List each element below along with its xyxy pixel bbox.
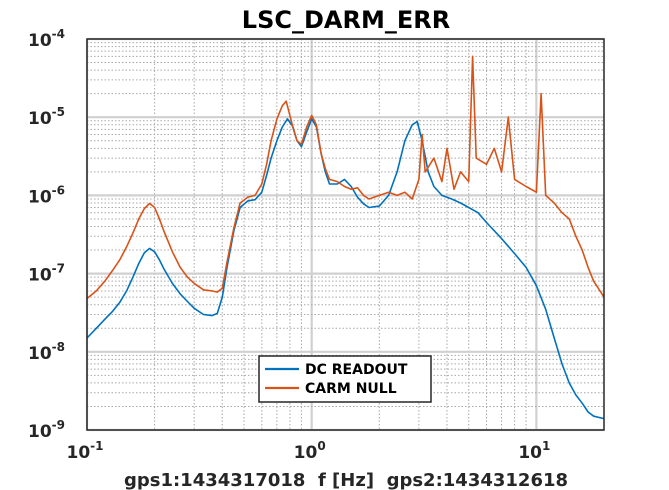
- legend-entry-label: CARM NULL: [305, 381, 397, 397]
- y-tick-label: 10-4: [28, 27, 65, 51]
- x-axis-label: gps1:1434317018 f [Hz] gps2:1434312618: [124, 470, 568, 490]
- y-tick-label: 10-6: [28, 183, 65, 207]
- x-tick-label: 10-1: [66, 439, 103, 463]
- series-line-carm-null: [86, 55, 605, 300]
- legend-box: [258, 355, 432, 403]
- y-tick-label: 10-7: [28, 262, 65, 286]
- y-tick-label: 10-9: [28, 418, 65, 442]
- plot-frame: [86, 38, 605, 431]
- chart-title: LSC_DARM_ERR: [242, 6, 450, 34]
- legend-entry-label: DC READOUT: [305, 362, 408, 378]
- y-tick-label: 10-8: [28, 340, 65, 364]
- y-tick-label: 10-5: [28, 105, 65, 129]
- tick-labels: 10-1 100 101 10-4 10-5 10-6 10-7 10-8 10-9: [28, 27, 550, 463]
- x-tick-label: 101: [518, 439, 550, 463]
- x-tick-label: 100: [294, 439, 326, 463]
- legend: DC READOUT CARM NULL: [258, 355, 432, 403]
- series-layer: [86, 55, 605, 420]
